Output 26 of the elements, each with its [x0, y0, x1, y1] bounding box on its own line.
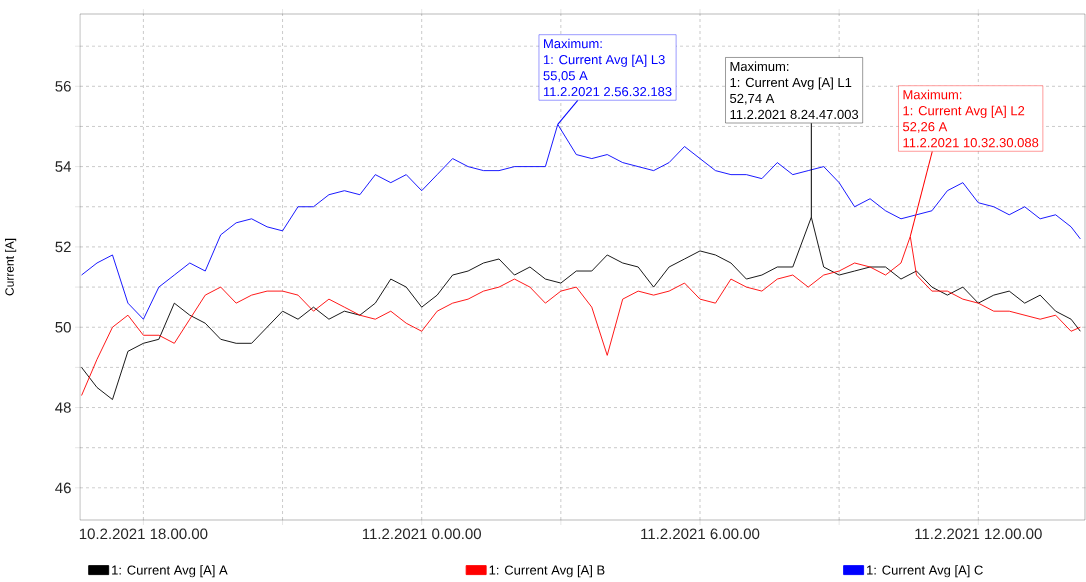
annotation: Maximum:: [544, 38, 602, 49]
y-axis-title: Current [A]: [5, 238, 17, 296]
legend-label: 1: Current Avg [A] B: [489, 565, 605, 578]
y-tick-label: 54: [55, 161, 72, 172]
annotation: 55,05 A: [543, 71, 588, 82]
y-tick-label: 50: [55, 321, 71, 333]
annotation: 1: Current Avg [A] L2: [903, 105, 1025, 118]
x-tick-label: 11.2.2021 12.00.00: [915, 528, 1042, 540]
y-tick-label: 52: [55, 241, 71, 253]
annotation: 11.2.2021 2.56.32.183: [543, 87, 672, 97]
annotation: 11.2.2021 10.32.30.088: [903, 138, 1039, 148]
legend-label: 1: Current Avg [A] A: [112, 565, 228, 578]
y-tick-label: 46: [55, 482, 71, 494]
annotation: 52,26 A: [902, 122, 948, 133]
annotation: 52,74 A: [730, 93, 775, 105]
annotation: Maximum:: [730, 61, 789, 71]
x-tick-label: 11.2.2021 6.00.00: [641, 528, 760, 540]
y-tick-label: 56: [55, 80, 71, 92]
annotation: 11.2.2021 8.24.47.003: [730, 109, 859, 119]
x-tick-label: 10.2.2021 18.00.00: [79, 528, 208, 540]
y-tick-label: 48: [55, 402, 71, 413]
x-tick-label: 11.2.2021 0.00.00: [362, 528, 481, 540]
annotation: 1: Current Avg [A] L3: [543, 54, 665, 67]
annotation: Maximum:: [903, 89, 962, 100]
annotation: 1: Current Avg [A] L1: [730, 77, 852, 90]
legend-label: 1: Current Avg [A] C: [867, 565, 983, 578]
